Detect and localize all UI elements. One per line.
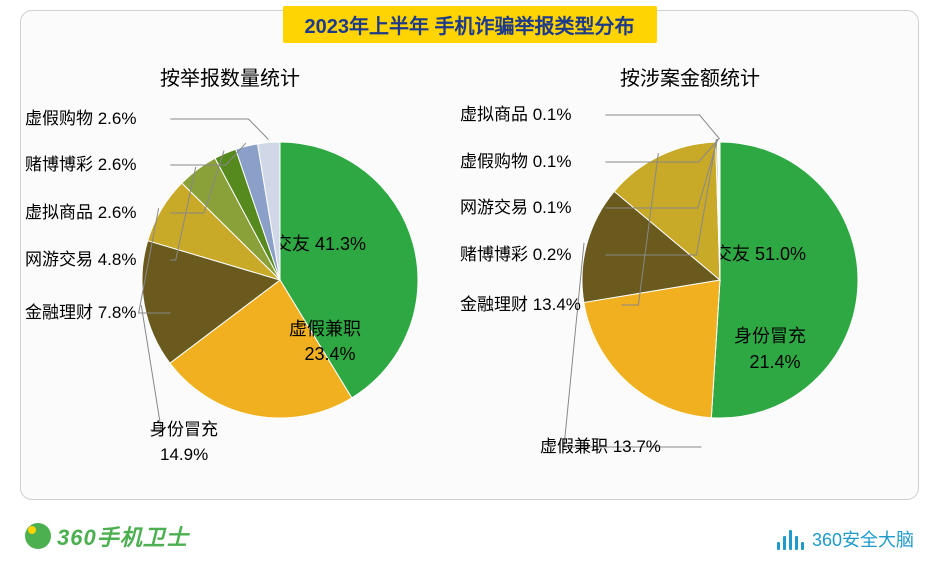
footer-right-logo: 360安全大脑: [777, 526, 914, 552]
footer-left-logo: 360手机卫士: [25, 520, 189, 552]
slice-label: 21.4%: [749, 352, 800, 372]
footer-right-text: 360安全大脑: [812, 526, 914, 552]
slice-label: 14.9%: [160, 445, 208, 464]
slice-label: 身份冒充: [150, 420, 218, 439]
slice-label: 23.4%: [304, 344, 355, 364]
pie-slice: [711, 142, 858, 418]
subtitle: 按举报数量统计: [160, 67, 300, 90]
slice-label: 网游交易 0.1%: [460, 198, 571, 217]
slice-label: 金融理财 7.8%: [25, 303, 136, 322]
slice-label: 虚假购物 2.6%: [25, 109, 136, 128]
subtitle: 按涉案金额统计: [620, 67, 760, 90]
footer-left-text: 360手机卫士: [57, 520, 189, 552]
logo-360-icon: [25, 523, 51, 549]
slice-label: 虚拟商品 2.6%: [25, 203, 136, 222]
slice-label: 虚假兼职: [289, 319, 361, 339]
slice-label: 虚假购物 0.1%: [460, 152, 571, 171]
slice-label: 虚拟商品 0.1%: [460, 105, 571, 124]
charts-svg: 按举报数量统计 按涉案金额统计交友 41.3% 虚假兼职 23.4% 身份冒充 14.9%…: [0, 0, 939, 570]
pie-slice: [584, 280, 720, 418]
slice-label: 赌博博彩 0.2%: [460, 245, 571, 264]
slice-label: 赌博博彩 2.6%: [25, 155, 136, 174]
slice-label: 交友 51.0%: [714, 244, 806, 264]
slice-label: 金融理财 13.4%: [460, 295, 581, 314]
sound-bars-icon: [777, 528, 804, 550]
slice-label: 身份冒充: [734, 326, 806, 346]
leader-line: [605, 115, 719, 139]
leader-line: [170, 119, 268, 139]
slice-label: 虚假兼职 13.7%: [540, 437, 661, 456]
slice-label: 网游交易 4.8%: [25, 250, 136, 269]
slice-label: 交友 41.3%: [274, 234, 366, 254]
